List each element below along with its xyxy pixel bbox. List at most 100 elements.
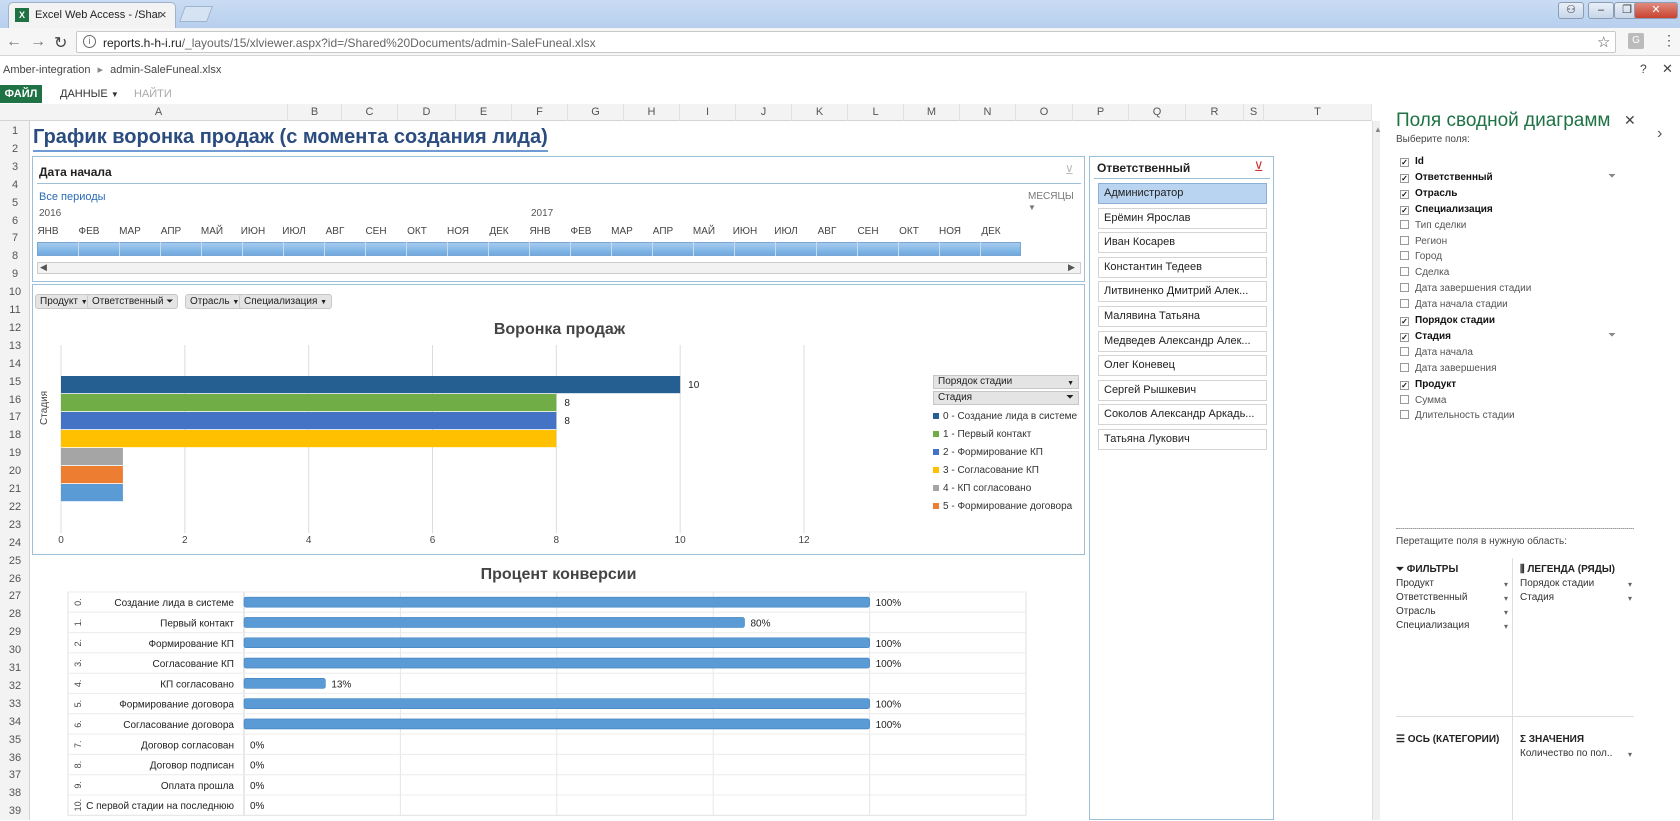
filter-button-specialization[interactable]: Специализация ▼ xyxy=(239,294,333,309)
field-item[interactable]: Дата завершения стадии xyxy=(1400,283,1531,294)
slicer-item[interactable]: Константин Тедеев xyxy=(1098,256,1267,278)
field-item[interactable]: Дата завершения xyxy=(1400,362,1497,374)
row-header[interactable]: 16 xyxy=(8,393,22,406)
chevron-down-icon[interactable]: ▾ xyxy=(1503,580,1508,589)
slicer-item[interactable]: Малявина Татьяна xyxy=(1098,306,1267,327)
slicer-item[interactable]: Соколов Александр Аркадь... xyxy=(1098,404,1267,426)
timeline-month[interactable]: СЕН xyxy=(857,226,879,237)
user-icon[interactable]: ⚇ xyxy=(1558,2,1584,19)
filter-button-industry[interactable]: Отрасль ▼ xyxy=(185,294,245,309)
field-item[interactable]: ✓ Отрасль xyxy=(1400,188,1457,199)
filter-area-item[interactable]: Ответственный ▾ xyxy=(1396,592,1508,606)
row-header[interactable]: 31 xyxy=(8,662,22,674)
field-item[interactable]: ✓ Специализация xyxy=(1400,204,1493,215)
tab-close-icon[interactable]: × xyxy=(159,7,167,22)
timeline-month[interactable]: МАЙ xyxy=(692,226,716,237)
column-header[interactable]: O xyxy=(1016,104,1073,121)
help-icon[interactable]: ? xyxy=(1640,62,1647,76)
legend-field-button[interactable]: Порядок стадии ▼ xyxy=(933,375,1079,389)
slicer-item[interactable]: Ерёмин Ярослав xyxy=(1098,207,1267,229)
values-area-item[interactable]: Количество по пол.. ▾ xyxy=(1520,748,1632,762)
funnel-bar[interactable] xyxy=(61,430,557,448)
row-header[interactable]: 3 xyxy=(11,160,19,173)
row-header[interactable]: 38 xyxy=(8,787,22,800)
timeline-month[interactable]: ОКТ xyxy=(899,226,919,237)
funnel-bar[interactable] xyxy=(61,376,681,394)
row-header[interactable]: 35 xyxy=(8,733,22,746)
funnel-chart[interactable]: Продукт ▼ Ответственный ⏷ Отрасль ▼ Спец… xyxy=(32,284,1085,555)
timeline-month[interactable]: ИЮЛ xyxy=(774,226,798,237)
pane-collapse-chevron-icon[interactable]: › xyxy=(1657,125,1663,142)
timeline-month[interactable]: ОКТ xyxy=(407,226,427,237)
conversion-bar[interactable] xyxy=(243,678,326,689)
column-header[interactable]: I xyxy=(680,104,736,121)
column-header[interactable]: T xyxy=(1264,104,1372,121)
column-header[interactable]: P xyxy=(1073,104,1129,121)
timeline-month[interactable]: ФЕВ xyxy=(570,226,592,237)
field-item[interactable]: Дата начала стадии xyxy=(1400,299,1508,310)
filter-button-responsible[interactable]: Ответственный ⏷ xyxy=(87,294,179,309)
row-header[interactable]: 19 xyxy=(8,447,22,460)
legend-item[interactable]: 1 - Первый контакт xyxy=(933,429,1079,440)
timeline-month[interactable]: АВГ xyxy=(325,226,345,237)
row-header[interactable]: 7 xyxy=(11,232,19,245)
legend-item[interactable]: 0 - Создание лида в системе xyxy=(933,411,1079,422)
row-header[interactable]: 18 xyxy=(8,429,22,442)
row-header[interactable]: 20 xyxy=(8,465,22,478)
pane-close-icon[interactable]: ✕ xyxy=(1624,112,1636,128)
column-header[interactable]: N xyxy=(960,104,1016,121)
field-checkbox[interactable]: ✓ xyxy=(1400,380,1409,390)
row-header[interactable]: 9 xyxy=(11,268,19,281)
column-header[interactable]: L xyxy=(848,104,904,121)
slicer-item[interactable]: Олег Коневец xyxy=(1098,355,1267,377)
timeline-month[interactable]: МАР xyxy=(119,226,141,237)
clear-filter-icon[interactable]: ⊻ xyxy=(1254,159,1264,174)
forward-icon[interactable]: → xyxy=(30,33,46,50)
field-checkbox[interactable] xyxy=(1400,283,1409,293)
field-checkbox[interactable] xyxy=(1400,362,1409,372)
row-header[interactable]: 24 xyxy=(8,536,22,549)
conversion-chart[interactable]: 0. Создание лида в системе 100%1. Первый ко… xyxy=(0,0,1040,820)
row-header[interactable]: 23 xyxy=(8,518,22,531)
timeline-month[interactable]: ДЕК xyxy=(489,226,509,237)
responsible-slicer[interactable]: Ответственный ⊻ Администратор Ерёмин Ярос… xyxy=(1089,156,1274,820)
maximize-icon[interactable]: ❐ xyxy=(1614,2,1640,19)
field-item[interactable]: Регион xyxy=(1400,235,1447,247)
legend-item[interactable]: 2 - Формирование КП xyxy=(933,447,1079,458)
chevron-down-icon[interactable]: ▾ xyxy=(1503,622,1508,631)
row-header[interactable]: 6 xyxy=(11,214,19,227)
row-header[interactable]: 34 xyxy=(8,715,22,728)
extension-icon[interactable]: G xyxy=(1628,33,1644,49)
timeline-month[interactable]: ЯНВ xyxy=(37,226,59,237)
legend-area[interactable]: Порядок стадии ▾ Стадия ▾ xyxy=(1520,578,1632,606)
bookmark-star-icon[interactable]: ☆ xyxy=(1597,34,1611,51)
timeline-month[interactable]: ФЕВ xyxy=(78,226,100,237)
legend-item[interactable]: 3 - Согласование КП xyxy=(933,465,1079,476)
row-header[interactable]: 39 xyxy=(8,805,22,818)
column-header[interactable]: C xyxy=(342,104,398,121)
timeline-month[interactable]: АПР xyxy=(160,226,182,237)
row-header[interactable]: 30 xyxy=(8,644,22,657)
field-checkbox[interactable]: ✓ xyxy=(1400,332,1409,342)
row-header[interactable]: 36 xyxy=(8,751,22,764)
row-header[interactable]: 4 xyxy=(11,178,19,191)
timeline-month[interactable]: ЯНВ xyxy=(529,226,551,237)
timeline-month[interactable]: МАР xyxy=(611,226,633,237)
timeline-slicer[interactable]: Дата начала ⊻ Все периоды МЕСЯЦЫ ▼ 2016 … xyxy=(32,156,1085,282)
timeline-month[interactable]: НОЯ xyxy=(446,226,469,237)
legend-field-button[interactable]: Стадия ⏷ xyxy=(933,391,1079,405)
browser-tab[interactable]: X Excel Web Access - /Shar × xyxy=(8,2,176,28)
timeline-scrollbar[interactable]: ◀ ▶ xyxy=(37,262,1081,274)
row-header[interactable]: 29 xyxy=(8,626,22,639)
funnel-bar[interactable] xyxy=(61,466,123,484)
scroll-right-icon[interactable]: ▶ xyxy=(1068,262,1075,272)
slicer-item[interactable]: Литвиненко Дмитрий Алек... xyxy=(1098,281,1267,303)
field-checkbox[interactable] xyxy=(1400,251,1409,261)
conversion-bar[interactable] xyxy=(243,698,870,709)
window-close-icon[interactable]: ✕ xyxy=(1634,2,1678,19)
timeline-level-dropdown[interactable]: МЕСЯЦЫ ▼ xyxy=(1028,191,1084,213)
field-item[interactable]: Дата начала xyxy=(1400,346,1473,358)
field-filter-icon[interactable]: ⏷ xyxy=(1608,170,1616,182)
row-header[interactable]: 5 xyxy=(11,196,19,209)
funnel-bar[interactable] xyxy=(61,448,123,466)
